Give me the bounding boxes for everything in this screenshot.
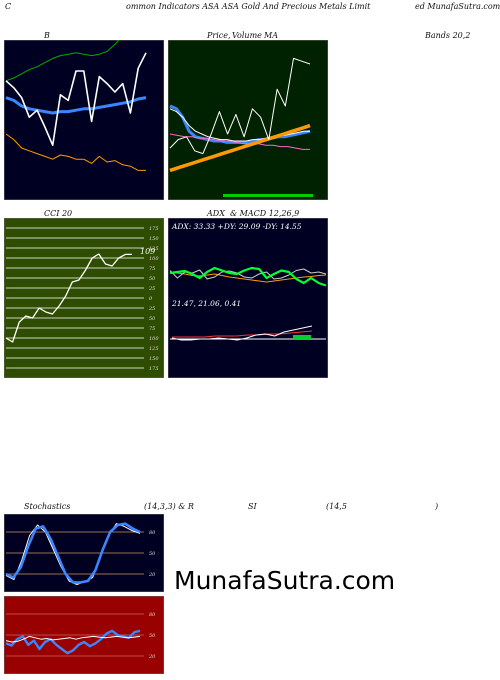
price-background: [168, 40, 328, 200]
bollinger-background: [4, 40, 164, 200]
cci-tick-label: 125: [149, 346, 159, 352]
adx-minus-di-line: [169, 268, 327, 280]
header-middle: ommon Indicators ASA ASA Gold And Precio…: [126, 2, 371, 11]
adx-plus-di-line: [169, 266, 327, 287]
watermark: MunafaSutra.com: [174, 566, 396, 595]
adx-background: [168, 218, 328, 378]
cci-tick-label: 25: [148, 286, 155, 292]
cci-title: CCI 20: [44, 209, 73, 218]
pv-ma-orange: [169, 123, 311, 173]
pv-price-line: [169, 57, 311, 155]
header-right: ed MunafaSutra.com: [415, 2, 500, 11]
stoch-title-e: ): [435, 502, 439, 511]
stoch-tick-label: 20: [148, 572, 156, 578]
bands-title-left: B: [44, 31, 50, 40]
adx-panel: ADX: 33.33 +DY: 29.09 -DY: 14.55 21.47, …: [168, 218, 328, 378]
bollinger-panel: [4, 40, 164, 200]
price-title-b: Volume: [232, 31, 262, 40]
cci-tick-label: 0: [149, 296, 153, 302]
adx-title-b: & MACD 12,26,9: [230, 209, 300, 218]
stoch-k-line: [5, 522, 141, 584]
rsi-tick-label: 50: [149, 633, 156, 639]
bb-middle-band: [5, 96, 147, 115]
stoch-title-b: (14,3,3) & R: [144, 502, 194, 511]
cci-line: [5, 253, 132, 343]
rsi-tick-label: 20: [148, 654, 156, 660]
pv-ma-white: [169, 108, 310, 142]
cci-tick-label: 125: [149, 246, 159, 252]
bb-upper-band: [5, 40, 120, 82]
macd-histogram-bar: [293, 335, 311, 339]
rsi-line: [5, 635, 141, 643]
cci-tick-label: 25: [148, 306, 155, 312]
cci-tick-label: 50: [149, 276, 156, 282]
cci-tick-label: 75: [149, 326, 155, 332]
bb-price-line: [5, 52, 147, 146]
adx-title-a: ADX: [207, 209, 225, 218]
bands-title-right: Bands 20,2: [425, 31, 471, 40]
cci-tick-label: 150: [149, 356, 159, 362]
macd-line: [171, 325, 313, 341]
stoch-title-a: Stochastics: [24, 502, 71, 511]
rsi-blue-line: [5, 629, 141, 655]
price-title-a: Price,: [207, 31, 231, 40]
rsi-tick-label: 80: [149, 612, 156, 618]
cci-last-label: 109: [140, 247, 155, 256]
adx-text: ADX: 33.33 +DY: 29.09 -DY: 14.55: [171, 222, 302, 231]
stoch-tick-label: 50: [149, 551, 156, 557]
cci-tick-label: 175: [149, 366, 159, 372]
cci-tick-label: 150: [149, 236, 159, 242]
pv-ma-blue: [169, 104, 311, 144]
cci-panel: 175 150 125 100 75 50 25 0 25 50 75 100 125 150 175 10…: [4, 218, 164, 378]
rsi-panel: 80 50 20: [4, 596, 164, 674]
macd-text: 21.47, 21.06, 0.41: [171, 299, 241, 308]
stoch-panel: 80 50 20: [4, 514, 164, 592]
pv-ma-pink: [169, 133, 310, 150]
volume-strip: [223, 194, 313, 197]
price-panel: [168, 40, 328, 200]
macd-signal-line: [172, 330, 313, 338]
cci-tick-label: 100: [149, 256, 159, 262]
stoch-tick-label: 80: [149, 530, 156, 536]
cci-tick-label: 50: [149, 316, 156, 322]
header-left: C: [5, 2, 12, 11]
stoch-title-d: (14,5: [326, 502, 347, 511]
cci-tick-label: 175: [149, 226, 159, 232]
cci-tick-label: 75: [149, 266, 155, 272]
bb-lower-band: [5, 133, 146, 171]
price-title-c: MA: [264, 31, 278, 40]
stoch-title-c: SI: [248, 502, 257, 511]
cci-tick-label: 100: [149, 336, 159, 342]
